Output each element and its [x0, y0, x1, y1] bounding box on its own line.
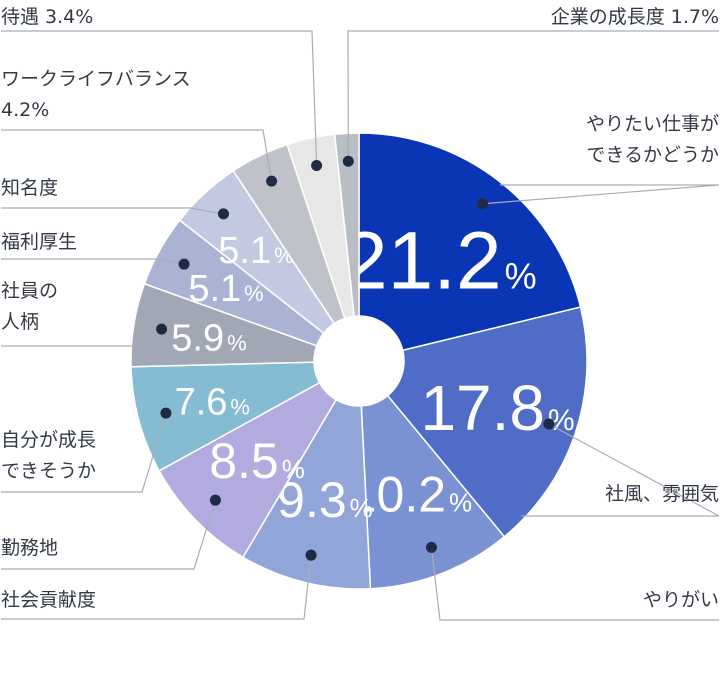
slice-value-unit: %	[505, 255, 537, 296]
slice-value-number: 17.8	[420, 372, 545, 444]
slice-value-label: 21.2%	[342, 215, 537, 306]
category-label-line: 社会貢献度	[1, 589, 96, 611]
category-label: 社風、雰囲気	[605, 483, 719, 505]
category-label: 社員の人柄	[1, 280, 58, 333]
slice-value-unit: %	[350, 493, 373, 523]
category-label: 自分が成長できそうか	[1, 429, 96, 482]
leader-dot	[425, 541, 437, 553]
slice-value-label: 5.1%	[188, 268, 263, 310]
category-label-line: 勤務地	[1, 537, 58, 559]
category-label-line: 社風、雰囲気	[605, 483, 719, 505]
pie-slice	[130, 361, 321, 472]
pie-slice	[241, 398, 372, 590]
leader-dot	[311, 160, 323, 172]
category-label-line: やりがい	[643, 589, 719, 611]
leader-dot	[209, 494, 221, 506]
category-label-line: 知名度	[1, 177, 58, 199]
slice-value-unit: %	[230, 394, 250, 419]
category-label-line: 自分が成長	[1, 429, 96, 451]
slice-value-number: 5.1	[218, 230, 271, 272]
slice-value-number: 5.9	[171, 317, 224, 359]
category-label: やりたい仕事ができるかどうか	[586, 113, 719, 166]
category-label: ワークライフバランス 4.2%	[1, 68, 191, 121]
pie-slice	[360, 394, 506, 590]
slice-value-unit: %	[227, 330, 247, 355]
leader-line	[1, 258, 185, 265]
leader-dot	[305, 549, 317, 561]
leader-line	[430, 547, 719, 621]
leader-dot	[342, 155, 354, 167]
slice-value-number: 21.2	[342, 215, 502, 306]
pie-slice	[158, 381, 338, 559]
leader-line	[1, 30, 318, 166]
leader-dot	[477, 198, 489, 210]
category-label-line: 待遇 3.4%	[1, 6, 93, 28]
pie-slice	[333, 132, 360, 318]
leader-line	[482, 184, 720, 205]
category-label: 企業の成長度 1.7%	[551, 6, 719, 28]
leader-line	[347, 30, 719, 162]
category-label-line: 福利厚生	[1, 231, 77, 253]
pie-slice	[386, 306, 588, 538]
category-label-line: 人柄	[1, 311, 39, 333]
slice-value-label: 17.8%	[420, 372, 574, 444]
leader-dot	[156, 323, 168, 335]
slice-value-unit: %	[244, 281, 264, 306]
slice-value-label: 7.6%	[175, 381, 250, 423]
leader-dot	[160, 407, 172, 419]
category-label-line: やりたい仕事が	[586, 113, 719, 135]
slice-value-number: 5.1	[188, 268, 241, 310]
slice-value-unit: %	[449, 487, 472, 517]
category-label: 知名度	[1, 177, 58, 199]
category-label-line: できるかどうか	[586, 144, 719, 166]
category-label: やりがい	[643, 589, 719, 611]
category-label: 待遇 3.4%	[1, 6, 93, 28]
leader-dot	[543, 418, 555, 430]
leader-dot	[266, 175, 278, 187]
category-label: 勤務地	[1, 537, 58, 559]
category-label-line: できそうか	[1, 460, 96, 482]
slice-value-unit: %	[282, 454, 305, 484]
leader-line	[1, 328, 162, 347]
leader-line	[521, 423, 720, 517]
slice-value-number: 7.6	[175, 381, 228, 423]
leader-line	[1, 207, 224, 215]
leader-dot	[217, 208, 229, 220]
leader-line	[1, 412, 167, 493]
leader-line	[1, 555, 312, 620]
pie-slice	[358, 132, 582, 352]
slice-value-label: 5.9%	[171, 317, 246, 359]
leader-line	[1, 500, 216, 570]
category-label: 福利厚生	[1, 231, 77, 253]
category-label-line: 企業の成長度 1.7%	[551, 6, 719, 28]
slice-value-number: 8.5	[209, 433, 279, 489]
category-label-line: 社員の	[1, 280, 58, 302]
slice-value-label: 8.5%	[209, 433, 305, 489]
leader-line	[1, 129, 273, 182]
category-label-line: ワークライフバランス	[1, 68, 191, 90]
leader-dot	[178, 258, 190, 270]
category-label: 社会貢献度	[1, 589, 96, 611]
category-label-line: 4.2%	[1, 99, 49, 121]
